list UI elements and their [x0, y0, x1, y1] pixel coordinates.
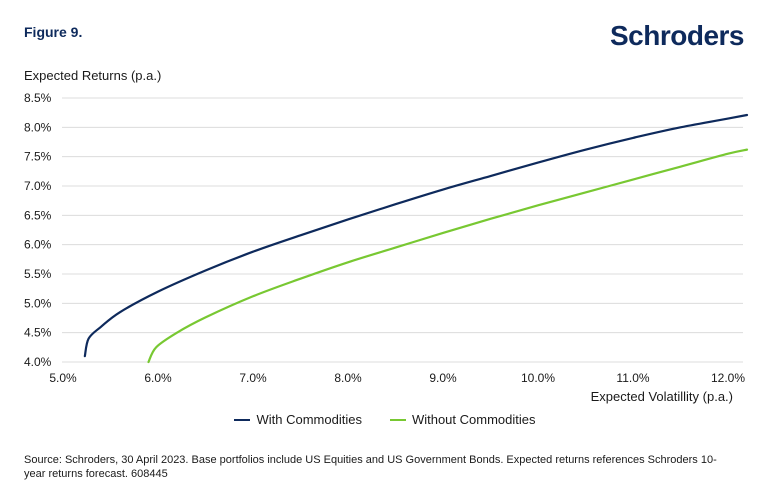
y-tick-label: 6.5%: [24, 208, 52, 222]
legend-label-with-commodities: With Commodities: [256, 412, 362, 427]
x-tick-label: 8.0%: [334, 371, 362, 385]
x-tick-label: 11.0%: [616, 371, 649, 385]
legend-swatch-with-commodities: [234, 418, 251, 421]
x-tick-label: 9.0%: [429, 371, 457, 385]
source-note: Source: Schroders, 30 April 2023. Base p…: [24, 454, 717, 480]
y-tick-label: 7.5%: [24, 150, 52, 164]
y-tick-label: 4.5%: [24, 326, 52, 340]
x-tick-label: 7.0%: [239, 371, 267, 385]
y-tick-label: 5.5%: [24, 267, 52, 281]
y-tick-label: 5.0%: [24, 296, 52, 310]
y-tick-label: 7.0%: [24, 179, 52, 193]
brand-logo: Schroders: [610, 20, 745, 51]
legend-label-without-commodities: Without Commodities: [411, 412, 536, 427]
legend-swatch-without-commodities: [389, 418, 406, 421]
y-tick-label: 6.0%: [24, 238, 52, 252]
chart-legend: With Commodities Without Commodities: [0, 412, 770, 427]
y-tick-label: 8.0%: [24, 120, 52, 134]
series-line-with-commodities: [83, 113, 749, 358]
x-tick-label: 5.0%: [49, 371, 77, 385]
x-tick-label: 12.0%: [711, 371, 745, 385]
x-axis-title: Expected Volatillity (p.a.): [591, 389, 733, 404]
y-tick-label: 8.5%: [24, 91, 52, 105]
legend-item-with-commodities: With Commodities: [234, 412, 362, 427]
x-tick-label: 10.0%: [521, 371, 555, 385]
series-line-without-commodities: [147, 148, 749, 364]
y-tick-label: 4.0%: [24, 355, 52, 369]
x-tick-label: 6.0%: [144, 371, 172, 385]
y-axis-title: Expected Returns (p.a.): [24, 68, 162, 83]
figure-label: Figure 9.: [24, 24, 83, 40]
legend-item-without-commodities: Without Commodities: [389, 412, 536, 427]
